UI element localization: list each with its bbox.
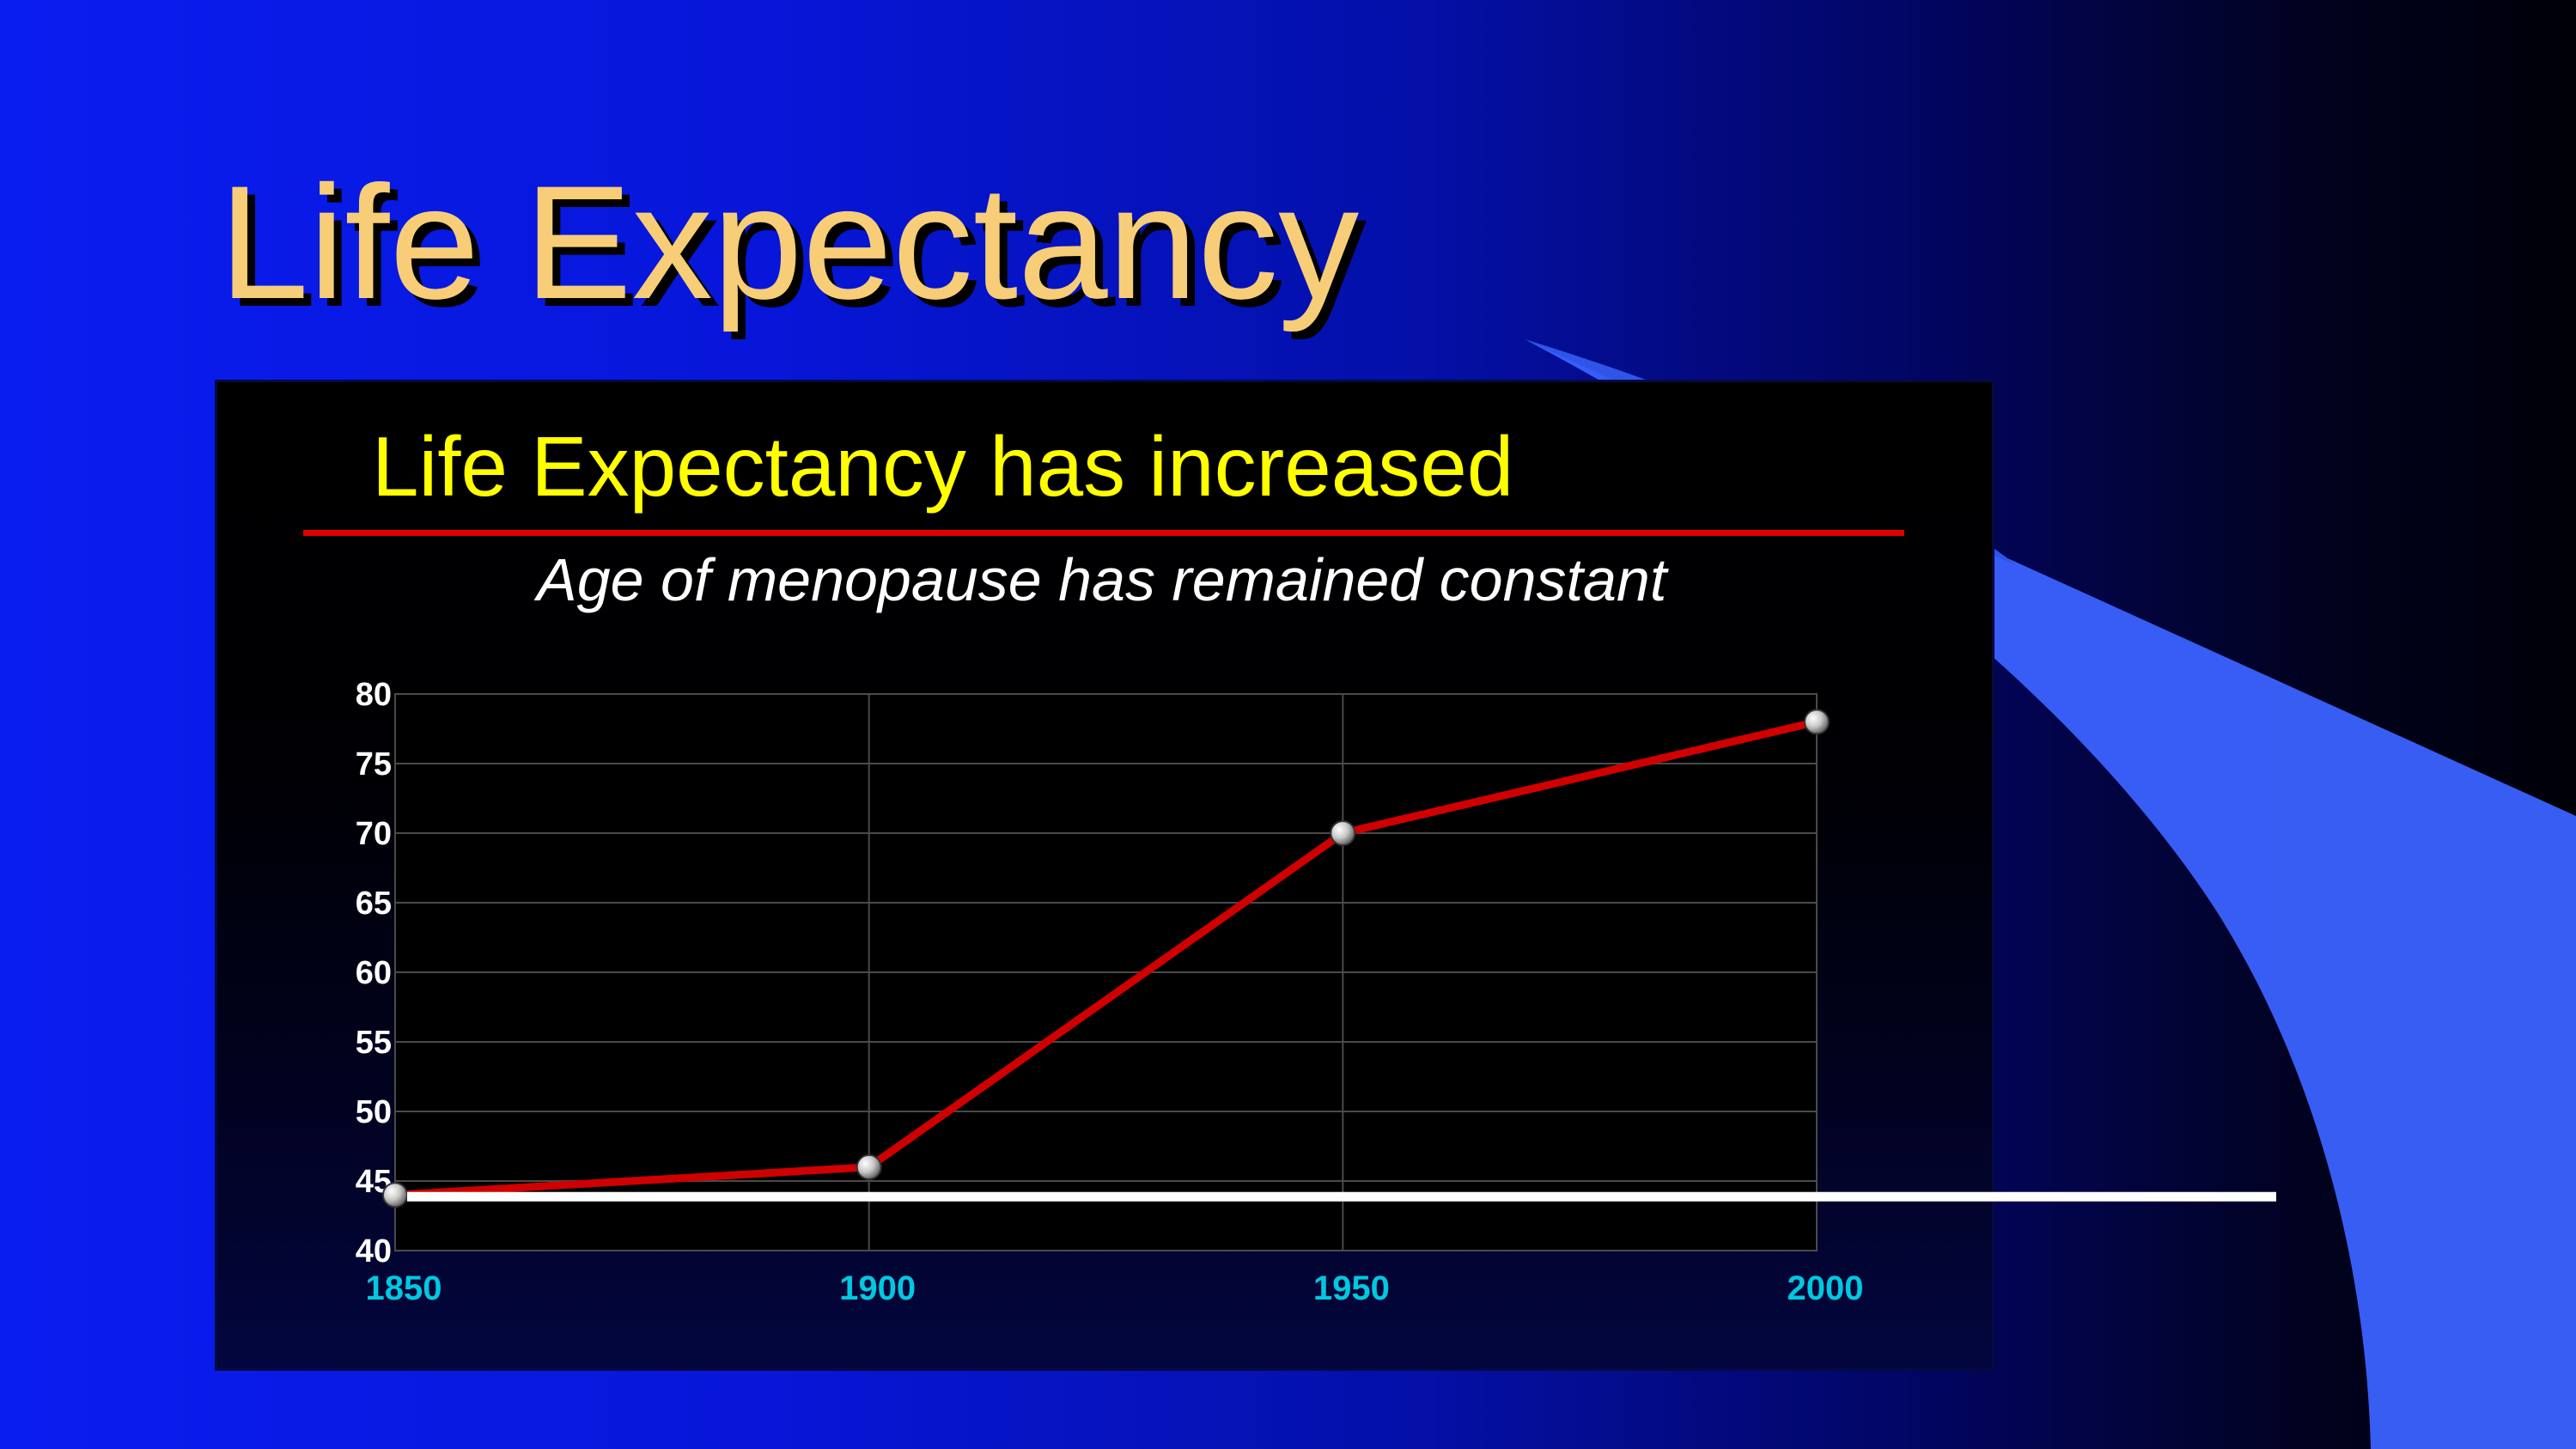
x-tick-label: 1900 (839, 1269, 916, 1307)
y-tick-label: 75 (356, 746, 392, 782)
data-point (1330, 820, 1356, 846)
x-tick-label: 1950 (1313, 1269, 1390, 1307)
y-tick-label: 60 (356, 955, 392, 991)
data-point (856, 1154, 882, 1180)
y-tick-label: 70 (356, 816, 392, 852)
decorative-wedge (1525, 339, 2576, 1449)
chart-subtitle: Age of menopause has remained constant (537, 546, 1667, 613)
x-tick-label: 2000 (1787, 1269, 1864, 1307)
y-tick-label: 50 (356, 1094, 392, 1130)
chart-title: Life Expectancy has increased (372, 419, 1514, 514)
data-point (1804, 709, 1830, 735)
data-point (382, 1182, 408, 1209)
x-tick-label: 1850 (366, 1269, 442, 1307)
x-axis-ticks: 1850 1900 1950 2000 (366, 1269, 1864, 1307)
y-tick-label: 65 (356, 886, 392, 922)
slide-title: Life Expectancy (219, 152, 1360, 332)
series-line (394, 718, 1818, 1199)
y-tick-label: 55 (356, 1025, 392, 1061)
y-tick-label: 40 (356, 1233, 392, 1269)
y-tick-label: 80 (356, 677, 392, 713)
title-underline (303, 530, 1904, 536)
